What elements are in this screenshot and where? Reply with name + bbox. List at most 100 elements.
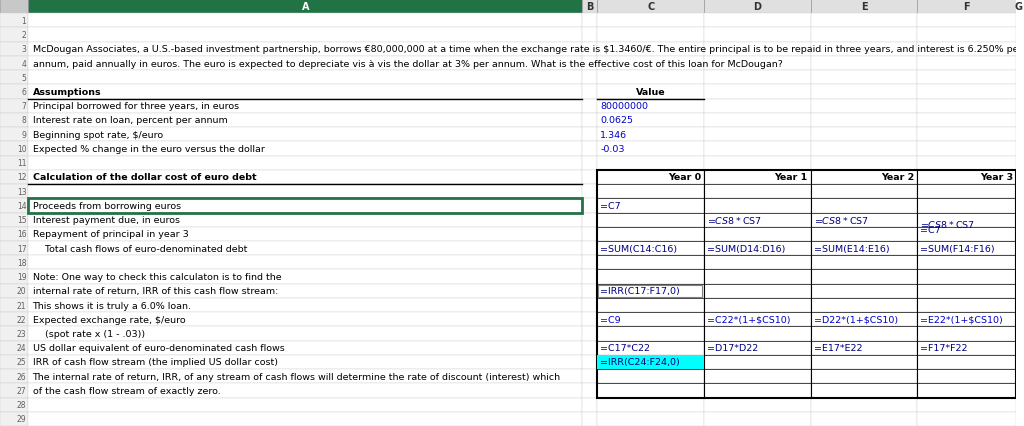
Text: Value: Value	[636, 88, 666, 97]
Bar	[918, 256, 1016, 270]
Text: B: B	[586, 2, 593, 12]
Bar	[582, 170, 597, 184]
Bar	[811, 242, 918, 256]
Text: 29: 29	[16, 414, 27, 423]
Text: =$CS8*$CS7: =$CS8*$CS7	[814, 215, 868, 226]
Bar	[918, 156, 1016, 170]
Bar	[29, 270, 582, 284]
Text: A: A	[301, 2, 309, 12]
Bar	[597, 227, 703, 242]
Text: 8: 8	[22, 116, 27, 125]
Text: =C17*C22: =C17*C22	[600, 343, 650, 352]
Bar	[703, 327, 811, 341]
Text: =IRR(C17:F17,0): =IRR(C17:F17,0)	[600, 287, 680, 296]
Bar	[597, 43, 703, 57]
Bar	[811, 85, 918, 99]
Text: Proceeds from borrowing euros: Proceeds from borrowing euros	[33, 201, 180, 210]
Text: =D22*(1+$CS10): =D22*(1+$CS10)	[814, 315, 898, 324]
Text: 5: 5	[22, 74, 27, 83]
Bar	[597, 312, 703, 327]
Bar	[0, 199, 29, 213]
Bar	[597, 341, 703, 355]
Bar	[811, 412, 918, 426]
Bar	[703, 71, 811, 85]
Text: Total cash flows of euro-denominated debt: Total cash flows of euro-denominated deb…	[33, 244, 247, 253]
Bar	[0, 412, 29, 426]
Bar	[582, 29, 597, 43]
Bar	[811, 184, 918, 199]
Bar	[703, 85, 811, 99]
Bar	[811, 341, 918, 355]
Bar	[918, 270, 1016, 284]
Bar	[597, 327, 703, 341]
Text: =SUM(D14:D16): =SUM(D14:D16)	[707, 244, 785, 253]
Bar	[582, 14, 597, 29]
Bar	[29, 298, 582, 312]
Bar	[918, 298, 1016, 312]
Bar	[0, 383, 29, 397]
Bar	[29, 114, 582, 128]
Bar	[582, 213, 597, 227]
Bar	[703, 270, 811, 284]
Bar	[918, 29, 1016, 43]
Text: 15: 15	[16, 216, 27, 225]
Bar	[582, 0, 597, 14]
Bar	[582, 355, 597, 369]
Bar	[0, 142, 29, 156]
Bar	[597, 184, 703, 199]
Text: =C7: =C7	[600, 201, 621, 210]
Bar	[597, 355, 703, 369]
Bar	[29, 57, 582, 71]
Bar	[918, 71, 1016, 85]
Bar	[597, 270, 703, 284]
Bar	[811, 397, 918, 412]
Bar	[918, 128, 1016, 142]
Text: Year 1: Year 1	[774, 173, 808, 182]
Bar	[0, 242, 29, 256]
Bar	[597, 397, 703, 412]
Bar	[0, 256, 29, 270]
Bar	[582, 156, 597, 170]
Bar	[918, 99, 1016, 114]
Bar	[918, 284, 1016, 298]
Bar	[597, 99, 703, 114]
Bar	[0, 57, 29, 71]
Bar	[597, 0, 703, 14]
Bar	[918, 0, 1016, 14]
Text: 7: 7	[22, 102, 27, 111]
Text: 24: 24	[16, 343, 27, 352]
Bar	[29, 412, 582, 426]
Bar	[703, 312, 811, 327]
Text: 17: 17	[16, 244, 27, 253]
Bar	[582, 284, 597, 298]
Bar	[29, 156, 582, 170]
Text: 20: 20	[16, 287, 27, 296]
Bar	[582, 397, 597, 412]
Bar	[582, 227, 597, 242]
Bar	[29, 199, 582, 213]
Bar	[703, 199, 811, 213]
Text: 9: 9	[22, 130, 27, 139]
Bar	[703, 256, 811, 270]
Bar	[597, 242, 703, 256]
Text: 2: 2	[22, 31, 27, 40]
Bar	[597, 170, 1016, 397]
Text: Calculation of the dollar cost of euro debt: Calculation of the dollar cost of euro d…	[33, 173, 256, 182]
Bar	[582, 99, 597, 114]
Bar	[597, 170, 703, 184]
Bar	[703, 397, 811, 412]
Bar	[811, 369, 918, 383]
Bar	[0, 227, 29, 242]
Text: 25: 25	[16, 357, 27, 367]
Bar	[811, 298, 918, 312]
Bar	[0, 270, 29, 284]
Text: IRR of cash flow stream (the implied US dollar cost): IRR of cash flow stream (the implied US …	[33, 357, 278, 367]
Bar	[29, 397, 582, 412]
Text: 28: 28	[17, 400, 27, 409]
Bar	[703, 14, 811, 29]
Bar	[582, 270, 597, 284]
Bar	[811, 128, 918, 142]
Bar	[811, 14, 918, 29]
Bar	[597, 85, 703, 99]
Bar	[703, 227, 811, 242]
